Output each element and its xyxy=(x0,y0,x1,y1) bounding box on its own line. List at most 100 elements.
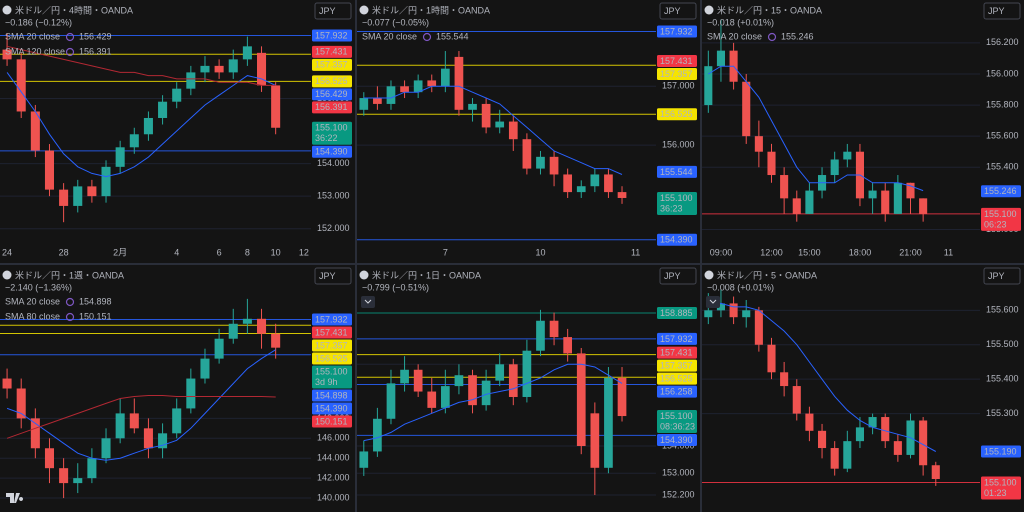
price-label: 158.885 xyxy=(660,308,693,318)
currency-box xyxy=(314,2,352,20)
candle-body xyxy=(271,85,281,128)
candle-body xyxy=(522,350,532,397)
plot-area xyxy=(357,309,656,496)
candle-body xyxy=(2,49,12,60)
y-tick-label: 142.000 xyxy=(317,473,350,483)
price-label: 157.357 xyxy=(315,60,348,70)
price-label: 155.100 xyxy=(315,123,348,133)
candle-body xyxy=(716,303,725,311)
y-tick-label: 152.200 xyxy=(662,489,695,499)
y-tick-label: 157.000 xyxy=(662,81,695,91)
price-label-box xyxy=(312,88,352,101)
x-tick-label: 11 xyxy=(631,247,640,257)
panel-background xyxy=(357,0,700,263)
candle-body xyxy=(242,46,252,60)
legend-value: 155.246 xyxy=(781,31,814,41)
candle-body xyxy=(792,198,801,214)
price-label-box xyxy=(657,233,697,246)
price-label: 157.932 xyxy=(315,314,348,324)
candle-body xyxy=(805,413,814,431)
candle-body xyxy=(742,310,751,318)
price-label: 155.100 xyxy=(660,193,693,203)
candle-body xyxy=(413,80,423,93)
price-label-box xyxy=(657,434,697,447)
price-label: 156.525 xyxy=(315,353,348,363)
chart-title: 米ドル／円・4時間・OANDA xyxy=(15,4,133,15)
symbol-icon xyxy=(359,5,369,15)
candle-body xyxy=(59,468,69,484)
candle-body xyxy=(158,433,168,449)
candle-body xyxy=(101,166,111,197)
x-tick-label: 12:00 xyxy=(760,247,783,257)
price-label: 155.246 xyxy=(984,186,1017,196)
x-tick-label: 6 xyxy=(217,247,222,257)
candle-body xyxy=(576,353,586,447)
candle-body xyxy=(386,383,396,419)
x-tick-label: 09:00 xyxy=(710,247,733,257)
moving-average-line xyxy=(6,72,276,178)
candle-body xyxy=(400,86,409,93)
price-label-box xyxy=(312,352,352,365)
price-label-box xyxy=(312,145,352,158)
price-label-box xyxy=(312,339,352,352)
currency-box xyxy=(983,2,1021,20)
price-label-timer: 36:23 xyxy=(660,203,683,213)
symbol-icon xyxy=(2,5,12,15)
y-tick-label: 156.200 xyxy=(986,37,1019,47)
legend-label: SMA 20 close xyxy=(362,31,417,41)
candle-body xyxy=(73,186,83,206)
candle-body xyxy=(792,386,801,414)
x-tick-label: 24 xyxy=(2,247,12,257)
price-label-box xyxy=(657,108,697,121)
candle-body xyxy=(818,430,827,449)
x-tick-label: 10 xyxy=(535,247,545,257)
candle-body xyxy=(359,98,369,110)
candle-body xyxy=(214,338,224,359)
price-label: 156.258 xyxy=(660,386,693,396)
y-tick-label: 155.600 xyxy=(986,131,1019,141)
candle-body xyxy=(440,68,450,87)
symbol-icon xyxy=(2,270,12,280)
candle-body xyxy=(906,182,915,199)
x-tick-label: 10 xyxy=(271,247,281,257)
x-tick-label: 11 xyxy=(944,247,953,257)
price-label-box xyxy=(312,45,352,58)
legend-icon xyxy=(65,32,75,42)
candle-body xyxy=(704,310,713,318)
legend-value: 150.151 xyxy=(79,311,112,321)
candle-body xyxy=(16,388,26,419)
candle-body xyxy=(590,413,600,468)
x-tick-label: 7 xyxy=(443,247,448,257)
x-tick-label: 4 xyxy=(174,247,179,257)
price-label: 157.431 xyxy=(660,347,693,357)
chart-panel: 152.000153.000154.000156.00024282月468101… xyxy=(0,0,355,263)
candle-body xyxy=(536,320,545,351)
candle-body xyxy=(427,391,437,408)
price-label: 156.391 xyxy=(315,102,348,112)
y-tick-label: 155.400 xyxy=(986,374,1019,384)
candle-body xyxy=(214,65,224,73)
currency-label: JPY xyxy=(664,6,681,16)
price-label-timer: 01:23 xyxy=(984,488,1007,498)
price-label: 155.190 xyxy=(984,446,1017,456)
candle-body xyxy=(87,458,97,479)
price-label-box xyxy=(312,29,352,42)
legend-value: 156.391 xyxy=(79,46,112,56)
candle-body xyxy=(754,136,763,152)
price-label: 155.100 xyxy=(984,209,1017,219)
price-label: 157.431 xyxy=(315,327,348,337)
y-tick-label: 144.000 xyxy=(317,453,350,463)
moving-average-line xyxy=(708,302,937,452)
price-label: 157.932 xyxy=(315,30,348,40)
candle-body xyxy=(2,378,12,389)
price-label-box xyxy=(657,191,697,215)
candle-body xyxy=(468,375,477,406)
legend-value: 154.898 xyxy=(79,296,112,306)
price-label: 155.100 xyxy=(984,477,1017,487)
plot-area xyxy=(702,289,980,486)
price-label-box xyxy=(981,185,1021,198)
moving-average-line xyxy=(6,349,276,461)
price-label-box xyxy=(657,165,697,178)
candle-body xyxy=(373,98,382,104)
